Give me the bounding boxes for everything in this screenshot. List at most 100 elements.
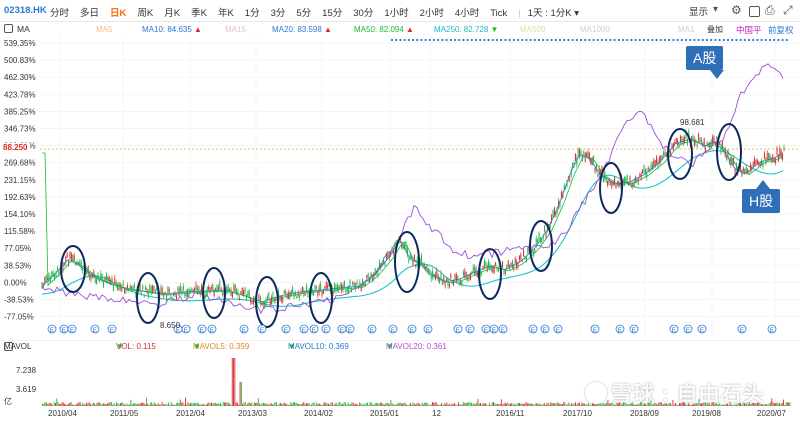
volume-bar [213,403,215,406]
ma-legend-item[interactable]: MA5 [96,25,112,34]
candle-body [328,281,330,287]
period-tab[interactable]: 1分 [244,8,260,19]
period-tab[interactable]: Tick [490,8,508,19]
volume-bar [500,399,502,406]
volume-bar [203,404,205,406]
volume-bar [198,403,199,406]
volume-bar [428,404,429,406]
dot-marker [642,38,646,42]
dot-marker [752,38,755,42]
volume-bar [44,402,46,406]
candle-body [457,275,459,282]
volume-bar [560,404,562,406]
volume-bar [292,402,294,406]
candle-body [209,287,211,293]
candle-body [745,166,747,173]
period-tab[interactable]: 年K [217,8,234,19]
camera-icon[interactable] [765,3,778,18]
gear-icon[interactable] [731,3,744,18]
candle-body [670,151,672,155]
volume-bar [513,403,515,406]
adjust-mode-toggle[interactable]: 前复权 [768,25,794,35]
period-tab[interactable]: 多日 [80,8,100,19]
checkbox-icon[interactable] [4,342,13,351]
compare-stock-toggle[interactable]: 中国平 [736,25,762,35]
candle-body [394,243,396,247]
candle-body [420,255,422,264]
volume-bar [351,402,353,406]
period-tab[interactable]: 分时 [50,8,70,19]
fullscreen-icon[interactable] [783,3,796,18]
period-tab[interactable]: 4小时 [454,8,480,19]
candle-body [248,289,250,298]
dot-marker [773,38,776,42]
candle-body [513,265,515,271]
overlay-button[interactable]: 叠加 [707,25,723,34]
volume-bar [519,403,520,406]
volume-bar [116,402,117,406]
period-tab[interactable]: 2小时 [419,8,444,19]
volume-bar [296,402,298,406]
period-tab[interactable]: 日K [110,8,127,19]
volume-bar [212,403,214,406]
volume-bar [74,404,76,406]
price-chart[interactable]: 539.35% 500.83% 462.30% 423.78% 385.25% 346.7… [0,36,800,336]
period-tab[interactable]: 5分 [296,8,312,19]
candle-body [534,249,536,252]
volume-bar [174,404,176,406]
volume-bar [339,402,341,406]
ma-legend-item[interactable]: MA50: 82.094 ▲ [354,25,414,34]
ma-legend-item[interactable]: MA1000 [580,25,610,34]
candle-body [104,277,106,282]
volume-tick: 7.238 [16,366,37,375]
ma-legend-item[interactable]: MA20: 83.598 ▲ [272,25,332,34]
volume-bar [278,403,280,406]
candle-body [279,296,281,300]
volume-bar [338,402,340,406]
ma-legend-item[interactable]: MA250: 82.728 ▼ [434,25,498,34]
ma-indicator-toggle[interactable]: MA [4,24,30,34]
candle-body [640,173,642,180]
candle-body [611,181,613,188]
interval-dropdown[interactable]: 1天 : 1分K ▾ [527,8,579,19]
volume-bar [651,403,653,406]
dot-marker [458,38,461,42]
ma-legend-item[interactable]: MA10: 84.635 ▲ [142,25,202,34]
chevron-down-icon[interactable] [713,4,726,18]
event-marker-icon [207,324,217,334]
volume-bar [307,403,309,406]
ma-legend-item[interactable]: MA15 [225,25,246,34]
display-menu[interactable]: 显示 [688,7,708,18]
candle-body [230,289,232,296]
volume-bar [88,402,90,406]
period-tab[interactable]: 3分 [270,8,286,19]
ma-legend-item[interactable]: MA1 [678,25,694,34]
period-tab[interactable]: 15分 [322,8,343,19]
candle-body [551,215,553,223]
checkbox-icon[interactable] [749,5,760,17]
period-tab[interactable]: 季K [191,8,207,19]
volume-bar [523,403,524,406]
ticker-symbol[interactable]: 02318.HK [4,5,47,16]
event-marker-glyph: E [410,327,415,334]
volume-bar [52,404,54,406]
period-tab[interactable]: 周K [137,8,154,19]
checkbox-icon[interactable] [4,24,13,33]
event-marker-icon [239,324,249,334]
volume-bar [357,404,359,406]
event-marker-icon [489,324,499,334]
period-tab[interactable]: 月K [164,8,181,19]
volume-chart[interactable]: 7.238 3.619 亿 [0,340,800,408]
candle-body [101,274,103,282]
x-tick-label: 2012/04 [176,409,205,418]
candle-body [692,135,694,140]
candle-body [231,292,233,298]
volume-bar [387,403,389,406]
candle-body [717,144,719,149]
ma-legend-item[interactable]: MA500 [520,25,545,34]
period-tab[interactable]: 30分 [353,8,374,19]
period-tab[interactable]: 1小时 [384,8,409,19]
candle-body [495,262,497,266]
candle-body [62,263,64,271]
candle-body [69,252,71,259]
